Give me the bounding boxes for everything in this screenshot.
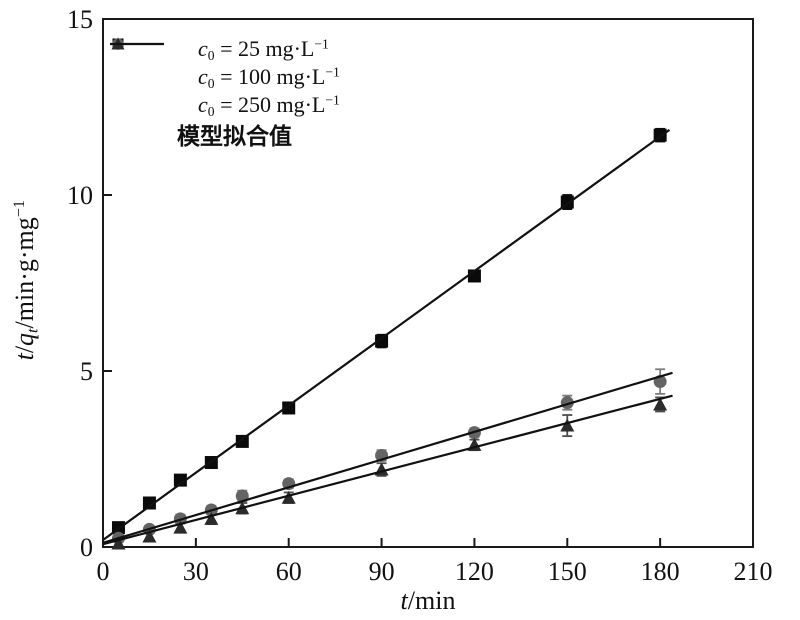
legend-label: c0 = 25 mg·L−1: [198, 36, 329, 63]
x-tick-label: 180: [641, 557, 680, 586]
fit-line-legend-icon: [110, 42, 164, 142]
square-marker: [235, 434, 249, 448]
legend-item-1: c0 = 100 mg·L−1: [110, 38, 340, 92]
fit-line-series-1: [102, 371, 673, 544]
x-tick-label: 60: [276, 557, 302, 586]
fit-line-series-2: [102, 394, 673, 546]
x-tick-label: 120: [455, 557, 494, 586]
x-tick-label: 210: [734, 557, 773, 586]
fit-line-series-0: [102, 128, 671, 541]
y-axis-label-wrap: t/qt/min·g·mg−1: [2, 0, 50, 560]
triangle-marker: [281, 490, 296, 504]
fit-legend-label: 模型拟合值: [177, 124, 292, 149]
y-tick-label: 15: [67, 5, 93, 34]
square-marker: [282, 401, 296, 415]
legend-label: c0 = 250 mg·L−1: [198, 92, 340, 119]
x-tick-label: 0: [97, 557, 110, 586]
legend-label: c0 = 100 mg·L−1: [198, 64, 340, 91]
triangle-marker: [173, 520, 188, 534]
y-tick-label: 5: [80, 357, 93, 386]
y-tick-label: 0: [80, 533, 93, 562]
square-marker: [142, 496, 156, 510]
triangle-marker: [653, 397, 668, 411]
square-marker: [375, 334, 389, 348]
y-tick-label: 10: [67, 181, 93, 210]
legend-item-2: c0 = 250 mg·L−1: [110, 37, 340, 120]
square-marker: [173, 473, 187, 487]
plot-box: [102, 18, 754, 548]
x-tick-label: 90: [369, 557, 395, 586]
triangle-marker: [204, 511, 219, 525]
x-tick-label: 30: [183, 557, 209, 586]
x-axis-label: t/min: [400, 586, 456, 615]
triangle-marker: [111, 536, 126, 550]
triangle-marker: [560, 418, 575, 432]
x-tick-label: 150: [548, 557, 587, 586]
y-axis-label: t/qt/min·g·mg−1: [9, 199, 42, 361]
legend-item-fit: 模型拟合值: [110, 42, 340, 149]
triangle-marker: [142, 529, 157, 543]
legend: c0 = 25 mg·L−1 c0 = 100 mg·L−1 c0 = 250 mg…: [110, 36, 340, 149]
